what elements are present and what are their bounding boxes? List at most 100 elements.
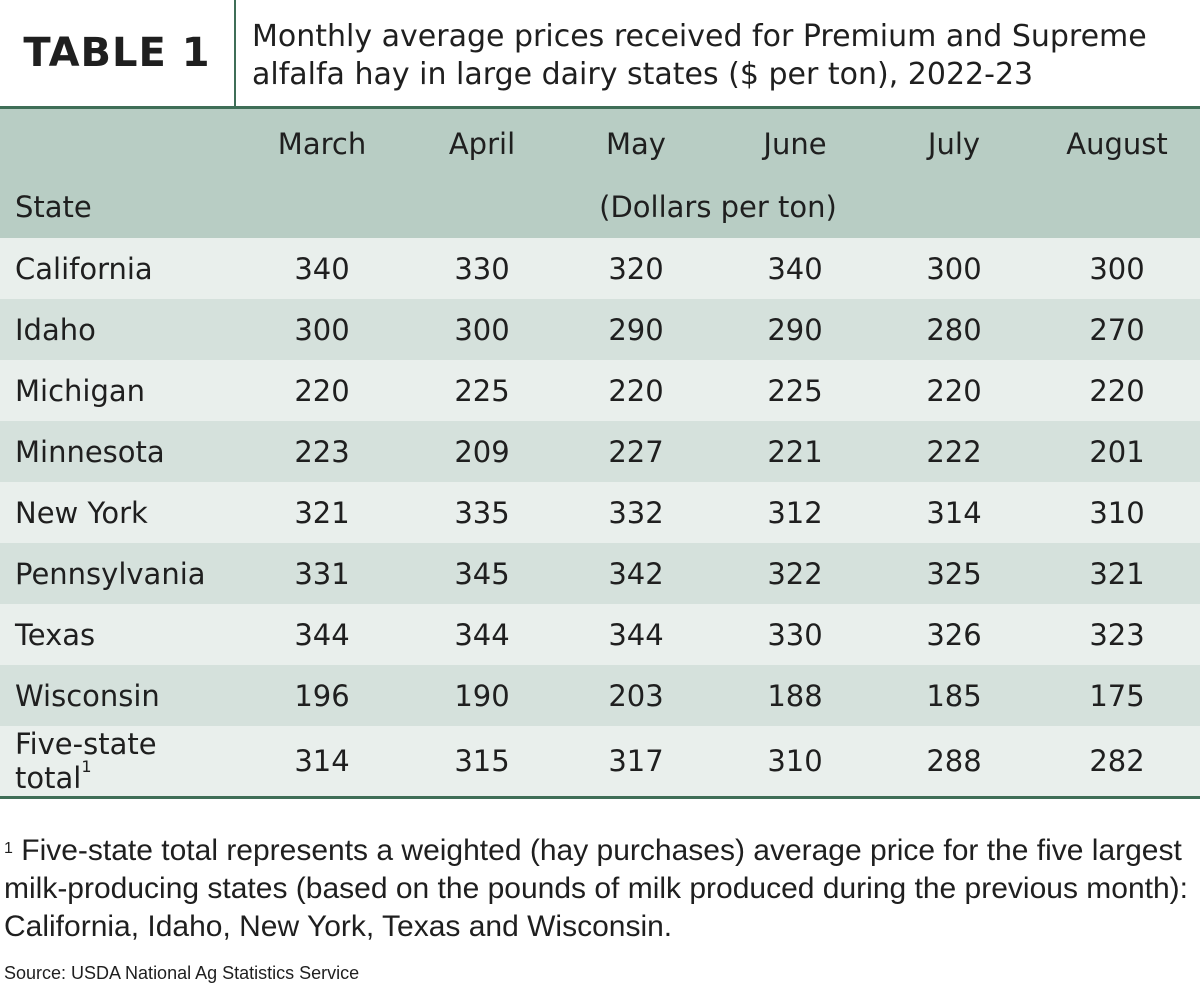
state-cell: Michigan <box>0 360 236 421</box>
price-cell: 300 <box>454 312 510 347</box>
table-row: New York 321 335 332 312 314 310 <box>0 482 1200 543</box>
price-cell: 330 <box>767 617 823 652</box>
price-cell: 196 <box>294 678 350 713</box>
footnote-marker: 1 <box>4 840 13 857</box>
price-cell: 344 <box>454 617 510 652</box>
column-header: June <box>763 127 827 161</box>
price-cell: 344 <box>608 617 664 652</box>
price-cell: 330 <box>454 251 510 286</box>
column-header: March <box>277 127 367 161</box>
price-cell: 340 <box>294 251 350 286</box>
column-header: April <box>448 127 516 161</box>
price-cell: 322 <box>767 556 823 591</box>
price-cell: 203 <box>608 678 664 713</box>
price-cell: 317 <box>608 744 664 778</box>
state-name: Idaho <box>15 312 96 347</box>
price-cell: 201 <box>1089 434 1145 469</box>
price-cell: 282 <box>1089 744 1145 778</box>
state-cell: Wisconsin <box>0 665 236 726</box>
price-cell: 342 <box>608 556 664 591</box>
price-cell: 188 <box>767 678 823 713</box>
table-row: Idaho 300 300 290 290 280 270 <box>0 299 1200 360</box>
price-cell: 185 <box>926 678 982 713</box>
state-name: Wisconsin <box>15 678 160 713</box>
price-cell: 323 <box>1089 617 1145 652</box>
table-row: Pennsylvania 331 345 342 322 325 321 <box>0 543 1200 604</box>
price-cell: 340 <box>767 251 823 286</box>
price-cell: 320 <box>608 251 664 286</box>
price-cell: 270 <box>1089 312 1145 347</box>
price-cell: 225 <box>767 373 823 408</box>
price-cell: 220 <box>926 373 982 408</box>
price-cell: 290 <box>608 312 664 347</box>
price-cell: 225 <box>454 373 510 408</box>
price-cell: 331 <box>294 556 350 591</box>
column-header: August <box>1066 127 1168 161</box>
price-cell: 220 <box>1089 373 1145 408</box>
price-cell: 321 <box>1089 556 1145 591</box>
price-cell: 223 <box>294 434 350 469</box>
price-cell: 321 <box>294 495 350 530</box>
price-cell: 209 <box>454 434 510 469</box>
price-cell: 335 <box>454 495 510 530</box>
price-cell: 314 <box>926 495 982 530</box>
price-cell: 190 <box>454 678 510 713</box>
price-cell: 326 <box>926 617 982 652</box>
price-cell: 300 <box>926 251 982 286</box>
price-cell: 345 <box>454 556 510 591</box>
state-cell: California <box>0 238 236 299</box>
column-header: July <box>927 127 981 161</box>
price-cell: 332 <box>608 495 664 530</box>
price-cell: 222 <box>926 434 982 469</box>
price-cell: 220 <box>294 373 350 408</box>
table-row: Minnesota 223 209 227 221 222 201 <box>0 421 1200 482</box>
state-name: California <box>15 251 153 286</box>
state-name: Five-state total <box>15 727 157 795</box>
state-cell: Texas <box>0 604 236 665</box>
price-cell: 280 <box>926 312 982 347</box>
table-row: California 340 330 320 340 300 300 <box>0 238 1200 299</box>
price-cell: 227 <box>608 434 664 469</box>
footnote: 1 Five-state total represents a weighted… <box>4 832 1194 946</box>
table-body: California 340 330 320 340 300 300 Idaho 300 300 2… <box>0 238 1200 798</box>
column-header: May <box>606 127 666 161</box>
state-cell: Minnesota <box>0 421 236 482</box>
table-label: TABLE 1 <box>0 0 236 106</box>
state-cell: New York <box>0 482 236 543</box>
price-cell: 220 <box>608 373 664 408</box>
footnote-ref: 1 <box>81 757 92 776</box>
price-cell: 310 <box>767 744 823 778</box>
state-cell: Five-state total1 <box>0 726 236 798</box>
price-cell: 344 <box>294 617 350 652</box>
state-name: Pennsylvania <box>15 556 206 591</box>
price-cell: 288 <box>926 744 982 778</box>
price-cell: 300 <box>1089 251 1145 286</box>
state-cell: Pennsylvania <box>0 543 236 604</box>
price-cell: 290 <box>767 312 823 347</box>
table-row: Texas 344 344 344 330 326 323 <box>0 604 1200 665</box>
footnote-text: Five-state total represents a weighted (… <box>4 834 1188 943</box>
state-name: Texas <box>15 617 96 652</box>
table-row: Wisconsin 196 190 203 188 185 175 <box>0 665 1200 726</box>
table-title: Monthly average prices received for Prem… <box>252 19 1147 92</box>
table-header: TABLE 1 Monthly average prices received … <box>0 0 1200 109</box>
price-cell: 325 <box>926 556 982 591</box>
price-cell: 175 <box>1089 678 1145 713</box>
price-cell: 221 <box>767 434 823 469</box>
state-header-row: State (Dollars per ton) <box>0 176 1200 238</box>
price-cell: 310 <box>1089 495 1145 530</box>
price-cell: 314 <box>294 744 350 778</box>
price-table: March April May June July August State (… <box>0 109 1200 799</box>
table-row: Five-state total1 314 315 317 310 288 282 <box>0 726 1200 798</box>
unit-header: (Dollars per ton) <box>599 190 837 224</box>
price-cell: 312 <box>767 495 823 530</box>
table-row: Michigan 220 225 220 225 220 220 <box>0 360 1200 421</box>
state-name: Michigan <box>15 373 146 408</box>
state-column-header: State <box>15 190 92 224</box>
blank-header-cell <box>0 109 236 176</box>
state-cell: Idaho <box>0 299 236 360</box>
state-name: New York <box>15 495 148 530</box>
month-header-row: March April May June July August <box>0 109 1200 176</box>
price-cell: 300 <box>294 312 350 347</box>
price-cell: 315 <box>454 744 510 778</box>
